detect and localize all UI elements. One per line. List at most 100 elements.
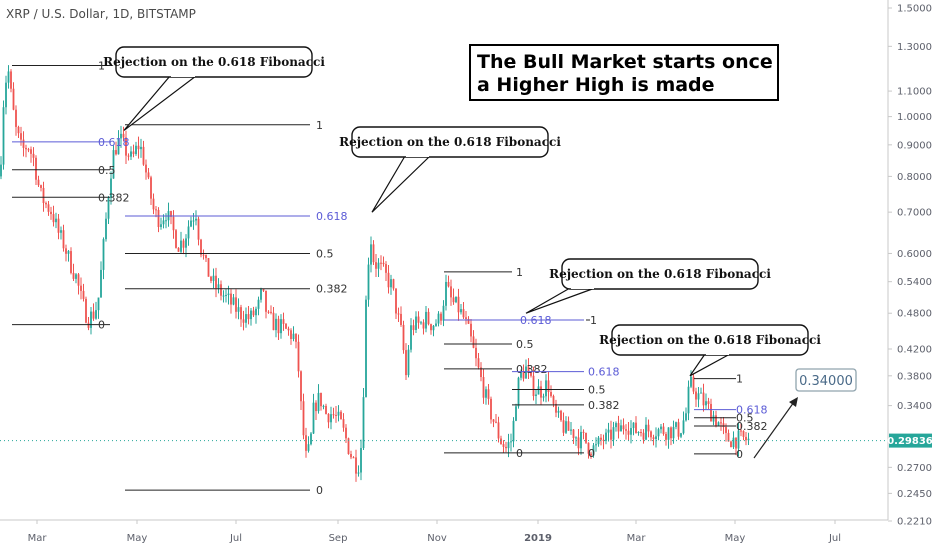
candle xyxy=(112,145,115,179)
candle xyxy=(407,345,410,378)
candle xyxy=(720,417,722,431)
candle xyxy=(485,386,487,405)
price-tick-label: 1.10000 xyxy=(897,87,932,98)
fibonacci-retracement[interactable]: 0.618 0.5 0.382 0 xyxy=(512,366,620,460)
fibonacci-retracement[interactable]: 1 xyxy=(586,314,597,327)
price-tick-label: 1.50000 xyxy=(897,4,932,15)
candle xyxy=(697,387,700,408)
candle xyxy=(145,159,147,180)
candle xyxy=(492,419,495,428)
candle xyxy=(10,69,12,93)
candle xyxy=(217,278,220,294)
target-price-box xyxy=(795,368,857,392)
candle xyxy=(215,267,217,298)
candle xyxy=(745,432,747,446)
candle xyxy=(525,359,527,379)
candle xyxy=(87,316,90,331)
candle xyxy=(660,423,662,434)
fib-level-label: 0 xyxy=(98,319,105,332)
candle xyxy=(572,428,575,445)
fib-level-label: 0.382 xyxy=(516,363,548,376)
candle xyxy=(345,424,347,443)
fib-level-label: 1 xyxy=(316,119,323,132)
candle xyxy=(510,433,512,452)
time-tick-label: Mar xyxy=(28,533,48,544)
candle xyxy=(397,307,400,323)
candle xyxy=(550,385,552,398)
candle xyxy=(12,82,15,111)
candle xyxy=(312,393,315,435)
candle xyxy=(270,305,272,315)
candle xyxy=(455,296,457,304)
candle xyxy=(220,280,222,301)
time-axis[interactable]: Mar May Jul Sep Nov 2019 Mar May Jul xyxy=(0,519,888,544)
candle xyxy=(45,201,47,209)
candle xyxy=(357,465,360,477)
fib-level-label: 1 xyxy=(516,266,523,279)
candle xyxy=(365,295,367,398)
candle xyxy=(685,407,687,422)
candle xyxy=(560,409,562,422)
candle xyxy=(642,429,645,444)
current-price-marker: 0.29836 xyxy=(0,433,932,448)
candle xyxy=(747,432,750,445)
candle xyxy=(402,320,405,354)
candle xyxy=(622,418,625,435)
candle xyxy=(425,305,427,333)
candle xyxy=(627,421,630,442)
candle xyxy=(200,238,202,258)
candle xyxy=(602,434,605,450)
candle xyxy=(632,422,635,436)
candle xyxy=(140,138,142,158)
candle xyxy=(472,330,475,349)
candle xyxy=(435,319,437,327)
candle xyxy=(30,146,32,163)
candle xyxy=(422,319,425,335)
candle xyxy=(662,422,665,436)
candle xyxy=(282,312,285,331)
candle xyxy=(47,200,50,216)
candle xyxy=(232,294,235,306)
candle xyxy=(495,413,497,424)
candle xyxy=(32,147,35,167)
callout-text: Rejection on the 0.618 Fibonacci xyxy=(103,55,325,69)
candle xyxy=(72,263,75,281)
candle xyxy=(262,288,265,293)
candle xyxy=(447,275,450,288)
candle xyxy=(237,298,240,320)
candle xyxy=(102,237,105,280)
callout-bubble[interactable]: Rejection on the 0.618 Fibonacci xyxy=(339,126,561,213)
fibonacci-retracement[interactable]: 0.618 xyxy=(444,314,584,327)
candle xyxy=(52,205,55,227)
candle xyxy=(620,419,622,432)
candle xyxy=(120,125,122,148)
candle xyxy=(55,212,57,229)
candle xyxy=(142,140,145,166)
time-tick-label: Jul xyxy=(229,533,242,544)
candle xyxy=(257,296,260,316)
candle xyxy=(567,416,570,431)
candle xyxy=(672,420,675,444)
candle xyxy=(225,289,227,303)
callout-bubble[interactable]: Rejection on the 0.618 Fibonacci xyxy=(103,46,325,131)
candle xyxy=(265,290,267,319)
candle xyxy=(65,244,67,262)
candle xyxy=(645,417,647,441)
candle xyxy=(460,304,462,315)
callout-bubble[interactable]: Rejection on the 0.618 Fibonacci xyxy=(599,324,821,377)
callout-bubble[interactable]: Rejection on the 0.618 Fibonacci xyxy=(525,258,771,314)
candle xyxy=(432,325,435,337)
candle xyxy=(617,415,620,439)
candle xyxy=(50,206,52,220)
candle xyxy=(360,439,362,481)
target-arrow-head-icon xyxy=(789,397,798,407)
fib-level-label: 0.5 xyxy=(736,412,754,425)
